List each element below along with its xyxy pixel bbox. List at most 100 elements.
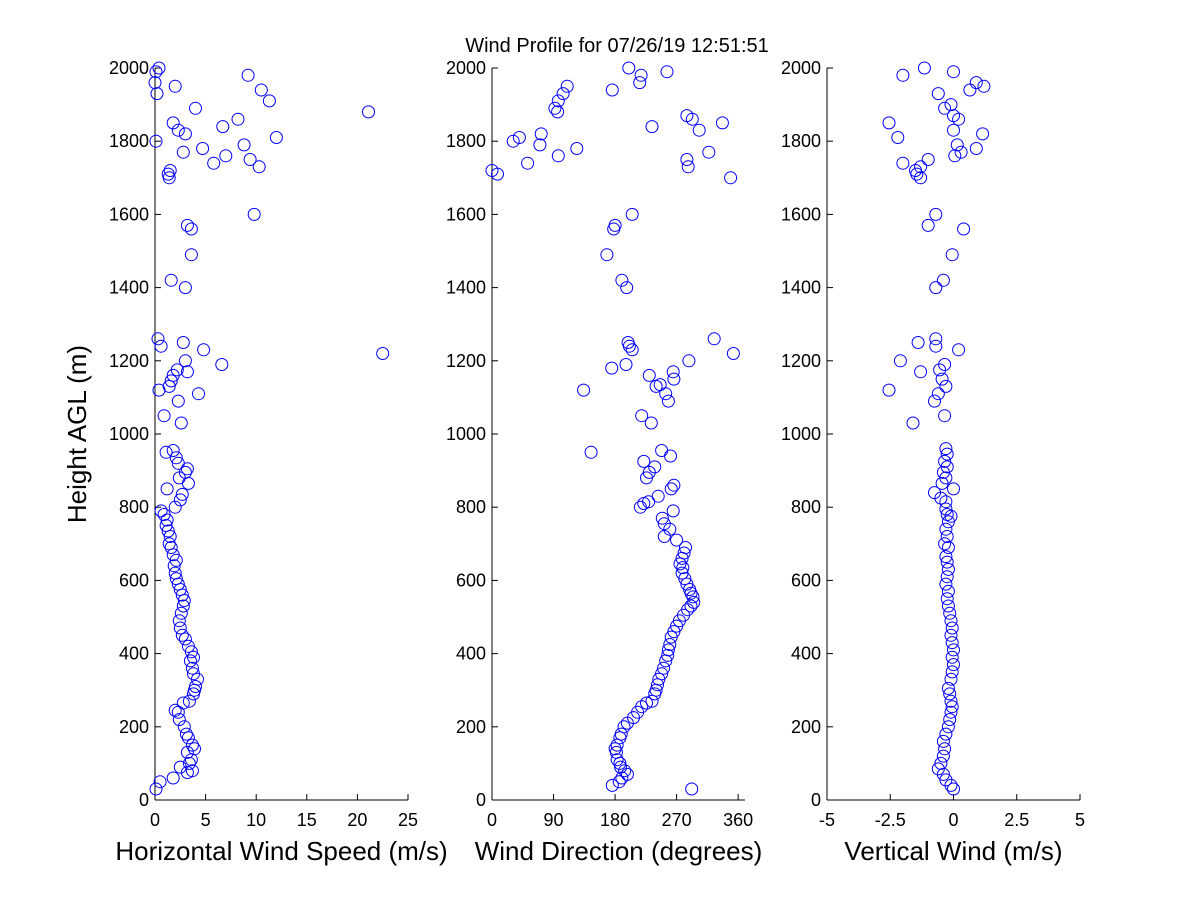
data-point [928,394,941,408]
data-point [157,508,171,521]
x-tick-label: 0 [487,810,497,830]
y-tick-label: 400 [119,644,149,664]
data-point [963,83,977,97]
data-point [625,343,639,357]
data-point [947,782,960,796]
data-point [896,68,910,82]
data-point [173,493,187,507]
data-point [171,394,185,408]
data-point [184,248,198,262]
data-point [584,445,598,459]
data-point [176,145,190,159]
y-tick-label: 1200 [109,351,149,371]
data-point [943,713,957,726]
data-point [182,694,196,708]
data-point [707,332,721,346]
data-point [176,336,190,349]
data-point [180,745,194,759]
data-point [644,416,658,430]
data-point [159,445,173,459]
data-point [161,167,175,181]
data-point [188,742,201,756]
data-point [675,566,689,580]
data-point [178,281,192,295]
data-point [166,444,180,457]
data-point [976,127,990,141]
data-point [684,599,698,613]
data-point [676,561,690,575]
data-point [168,566,182,580]
data-point [642,495,656,509]
data-point [174,416,188,430]
y-tick-label: 2000 [109,58,149,78]
data-point [252,160,266,174]
data-point [189,101,202,115]
x-tick-label: 180 [600,810,630,830]
data-point [944,705,958,719]
data-point [941,599,955,613]
data-point [207,156,221,170]
x-tick-label: 5 [1075,810,1085,830]
data-point [637,454,651,468]
x-tick-label: 15 [297,810,317,830]
data-point [921,153,935,166]
data-point [931,87,945,101]
data-point [954,145,968,159]
data-point [262,94,276,108]
data-point [921,218,935,232]
data-point [180,365,194,379]
data-point [166,771,180,785]
data-point [648,460,662,474]
data-point [168,79,182,93]
data-point [681,160,695,174]
data-point [715,116,729,130]
data-point [914,171,928,185]
data-point [269,131,283,144]
data-point [181,639,195,653]
data-point [940,447,954,461]
data-point [148,76,162,90]
data-point [506,134,520,148]
data-point [150,87,164,101]
data-point [914,160,928,174]
data-point [947,482,960,496]
data-point [933,363,947,377]
data-point [660,65,674,79]
data-point [938,742,952,756]
y-tick-label: 1200 [781,351,821,371]
y-tick-label: 600 [119,570,149,590]
data-point [950,138,964,152]
data-point [182,756,196,770]
data-point [152,61,166,75]
data-point [945,650,959,664]
data-point [169,572,183,586]
data-point [570,142,584,155]
data-point [929,332,943,346]
data-point [635,409,649,423]
data-point [551,94,565,108]
data-point [938,101,952,115]
y-tick-label: 1000 [781,424,821,444]
y-tick-label: 0 [811,790,821,810]
data-point [655,444,669,457]
data-point [600,248,614,262]
data-point [667,478,681,492]
data-point [172,614,186,628]
data-point [551,105,565,119]
y-tick-label: 1400 [781,278,821,298]
y-tick-label: 1600 [109,204,149,224]
data-point [945,665,959,679]
data-point [171,456,185,470]
data-point [183,654,197,668]
data-point [176,599,190,613]
data-point [663,638,677,651]
data-point [726,347,740,360]
data-point [936,273,950,287]
data-point [617,720,631,734]
data-point [914,365,928,379]
data-point [161,524,175,538]
data-point [944,672,958,686]
data-point [945,636,959,650]
data-point [153,775,167,789]
data-point [376,347,390,360]
